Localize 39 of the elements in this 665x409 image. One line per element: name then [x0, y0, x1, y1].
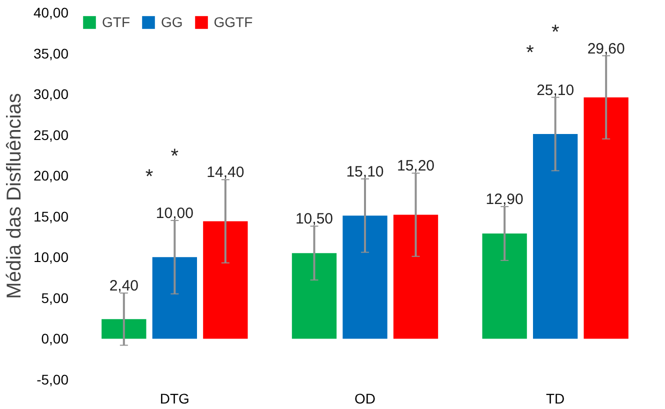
data-label: 15,10 [346, 163, 384, 180]
annotation: * [526, 42, 534, 64]
data-label: 10,00 [156, 205, 194, 222]
bar [393, 214, 438, 339]
bar [342, 216, 388, 339]
x-tick-label: OD [354, 390, 376, 406]
annotation: * [551, 21, 560, 44]
y-tick-label: 15,00 [33, 208, 69, 224]
legend-label: GGTF [214, 14, 253, 30]
bar [292, 253, 337, 339]
data-label: 25,10 [536, 82, 574, 99]
annotation: * [170, 145, 179, 168]
x-tick-label: DTG [160, 390, 190, 406]
y-tick-label: 25,00 [33, 126, 69, 143]
y-tick-label: 35,00 [33, 45, 69, 62]
y-tick-label: 10,00 [33, 249, 69, 266]
y-tick-label: 20,00 [33, 168, 69, 184]
bar [584, 97, 628, 339]
y-axis-title: Média das Disfluências [3, 93, 26, 299]
y-tick-label: 40,00 [33, 4, 69, 20]
data-label: 14,40 [206, 164, 244, 182]
data-label: 15,20 [396, 158, 435, 175]
y-tick-label: -5,00 [36, 372, 69, 388]
y-tick-label: 30,00 [33, 86, 69, 102]
bar [203, 221, 248, 339]
annotation: * [145, 166, 154, 188]
bar [482, 234, 527, 339]
legend-label: GTF [102, 14, 130, 30]
data-label: 2,40 [109, 278, 139, 295]
data-label: 12,90 [486, 191, 524, 208]
bar [533, 134, 578, 339]
y-tick-label: 5,00 [41, 290, 69, 306]
y-tick-label: 0,00 [41, 330, 69, 347]
x-tick-label: TD [546, 390, 565, 406]
data-label: 10,50 [295, 210, 334, 228]
bar [152, 257, 197, 339]
data-label: 29,60 [587, 40, 625, 58]
legend-label: GG [161, 14, 183, 30]
bar [102, 319, 146, 339]
